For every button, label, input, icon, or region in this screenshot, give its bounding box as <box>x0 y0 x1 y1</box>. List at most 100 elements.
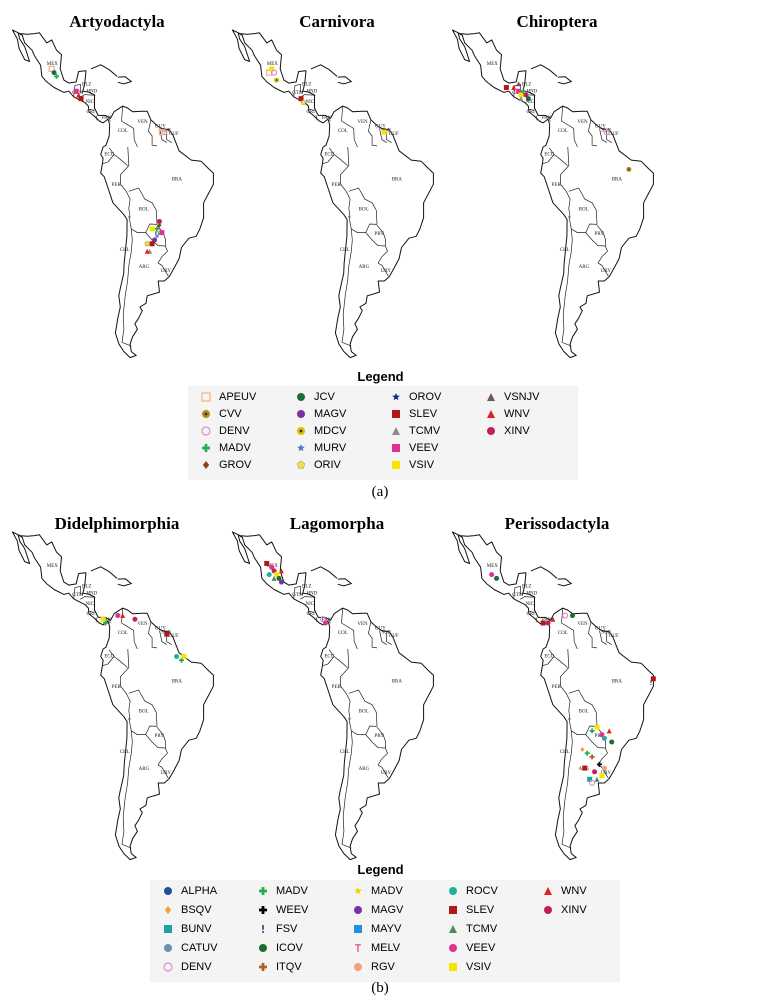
legend-symbol-icon <box>354 887 362 895</box>
legend-symbol-icon <box>392 461 400 469</box>
country-border <box>365 224 386 247</box>
country-label: GTM <box>292 91 304 96</box>
legend-symbol-icon <box>259 944 267 952</box>
country-border <box>159 128 167 143</box>
country-label: BOL <box>139 207 149 212</box>
legend-label: VSIV <box>466 961 492 973</box>
marker-itqv <box>589 754 595 760</box>
legend-label: MADV <box>276 885 308 897</box>
country-label: PER <box>552 685 562 690</box>
legend-label: ITQV <box>276 961 302 973</box>
country-label: GUF <box>609 132 619 137</box>
marker-bsqv <box>580 746 585 752</box>
country-label: GUY <box>595 627 606 632</box>
country-border <box>535 617 538 623</box>
country-label: MEX <box>487 564 499 569</box>
legend-item: FSV <box>257 923 297 935</box>
legend-item: ALPHA <box>162 885 217 897</box>
legend-symbol-icon <box>297 410 305 418</box>
marker-vsnjv <box>516 81 522 87</box>
country-border <box>559 146 571 218</box>
island-cuba <box>530 64 558 77</box>
country-border <box>121 228 133 347</box>
country-border <box>588 119 598 147</box>
marker-vsiv <box>518 92 524 98</box>
country-border <box>377 764 389 779</box>
country-label: URY <box>161 771 172 776</box>
marker-jcv <box>51 70 57 76</box>
legend-item: MURV <box>295 442 346 454</box>
legend-symbol-icon <box>449 925 457 933</box>
country-label: PAN <box>542 618 552 623</box>
marker-slev <box>78 96 84 102</box>
legend-symbol-icon <box>163 962 173 972</box>
legend-label: APEUV <box>219 391 257 403</box>
map-svg: MEXBLZHNDGTMNICCRIPANCOLVENGUYSURGUFECUP… <box>231 29 434 359</box>
marker-xinv <box>523 92 529 98</box>
country-border <box>121 106 138 148</box>
legend-title: Legend <box>357 862 404 877</box>
country-label: BRA <box>172 178 183 183</box>
legend-label: XINV <box>504 425 530 437</box>
country-border <box>561 730 573 849</box>
country-label: CHL <box>120 248 130 253</box>
country-label: BLZ <box>522 584 531 589</box>
country-label: HND <box>86 592 97 597</box>
country-label: PAN <box>322 618 332 623</box>
legend-symbol-icon <box>262 925 264 933</box>
legend-label: VSIV <box>409 459 435 471</box>
marker-magv <box>278 579 284 585</box>
marker-veev <box>489 572 495 578</box>
marker-vsiv <box>594 724 600 730</box>
country-border <box>553 656 568 668</box>
landmass <box>451 531 654 861</box>
legend-label: WNV <box>561 885 587 897</box>
legend-symbol-icon <box>296 460 306 469</box>
legend-label: XINV <box>561 904 587 916</box>
country-label: PER <box>332 183 342 188</box>
legend-item: ROCV <box>447 885 498 897</box>
country-label: PAN <box>322 116 332 121</box>
marker-wnv <box>120 613 126 619</box>
country-label: URY <box>381 771 392 776</box>
marker-denv <box>319 616 327 623</box>
country-label: CHL <box>560 248 570 253</box>
country-border <box>529 610 535 613</box>
country-label: PRY <box>595 232 605 237</box>
country-label: CHL <box>340 750 350 755</box>
country-label: ARG <box>139 767 150 772</box>
country-label: MEX <box>267 62 279 67</box>
country-border <box>119 146 131 218</box>
legend-symbol-icon <box>487 393 495 401</box>
island-cuba <box>530 566 558 579</box>
legend-symbol-icon <box>354 906 362 914</box>
legend-symbol-icon <box>297 444 305 452</box>
country-border <box>315 617 318 623</box>
legend-label: DENV <box>181 961 212 973</box>
legend-label: ICOV <box>276 942 303 954</box>
country-label: BLZ <box>302 584 311 589</box>
marker-icov <box>276 575 282 581</box>
country-label: URY <box>601 269 612 274</box>
legend-label: DENV <box>219 425 250 437</box>
country-border <box>109 620 111 624</box>
marker-madv <box>584 750 590 756</box>
country-border <box>520 596 536 600</box>
legend-item: MADV <box>200 442 251 454</box>
legend-label: ALPHA <box>181 885 218 897</box>
country-border <box>553 154 568 166</box>
country-label: NIC <box>525 602 534 607</box>
marker-madv <box>589 728 595 734</box>
country-label: BOL <box>359 709 369 714</box>
country-label: CRI <box>86 110 95 115</box>
map-title: Didelphimorphia <box>54 514 180 533</box>
country-label: ARG <box>579 265 590 270</box>
marker-denv <box>603 129 610 136</box>
marker-wnv <box>144 248 150 254</box>
marker-veev <box>323 620 329 626</box>
legend-label: MDCV <box>314 425 347 437</box>
legend-symbol-icon <box>164 906 172 914</box>
legend-label: MAGV <box>314 408 347 420</box>
marker-slev <box>650 676 656 682</box>
marker-jcv <box>525 96 531 102</box>
